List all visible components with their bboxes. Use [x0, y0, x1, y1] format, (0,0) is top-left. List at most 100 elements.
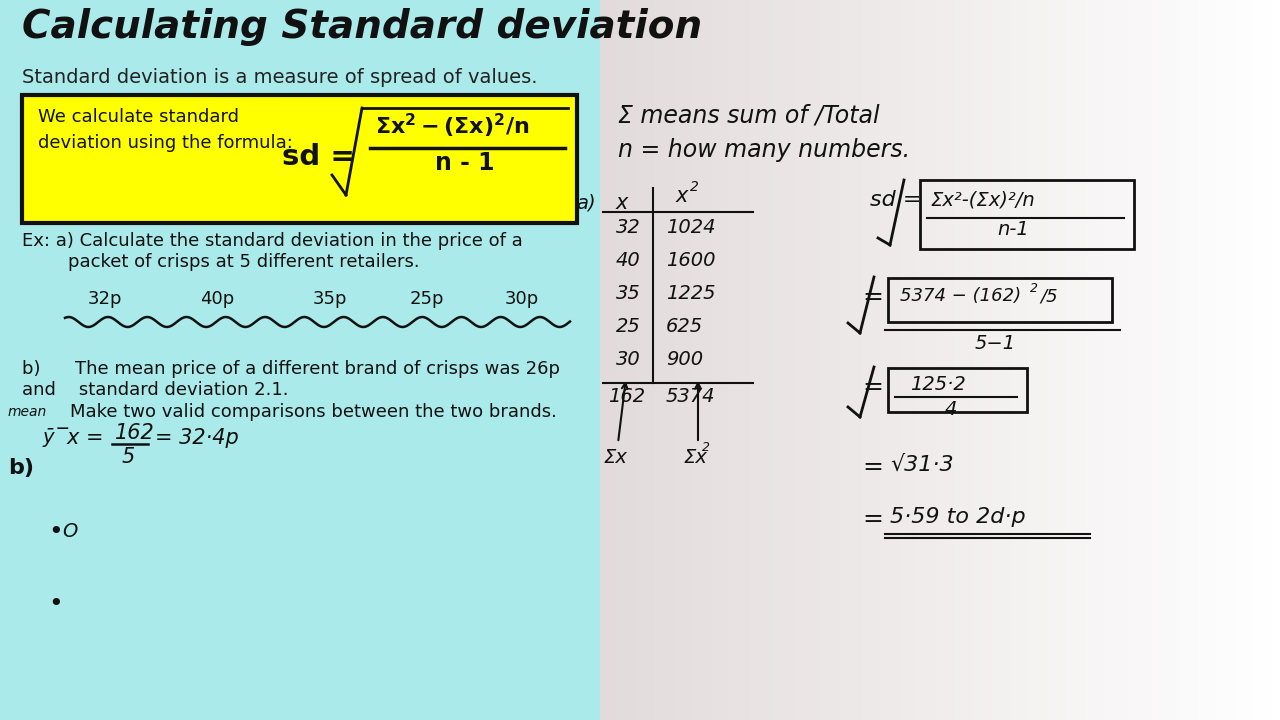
Polygon shape: [787, 0, 791, 720]
Text: x: x: [616, 193, 628, 213]
Text: b): b): [8, 458, 35, 478]
Polygon shape: [1073, 0, 1076, 720]
Text: a): a): [576, 193, 595, 212]
Polygon shape: [1274, 0, 1277, 720]
Polygon shape: [814, 0, 819, 720]
Text: n - 1: n - 1: [435, 151, 494, 175]
Text: 35: 35: [616, 284, 641, 303]
Text: 1225: 1225: [666, 284, 716, 303]
Polygon shape: [1253, 0, 1257, 720]
Polygon shape: [716, 0, 719, 720]
Polygon shape: [978, 0, 982, 720]
Polygon shape: [600, 0, 604, 720]
Polygon shape: [1144, 0, 1148, 720]
Text: mean: mean: [8, 405, 47, 419]
Polygon shape: [1011, 0, 1016, 720]
Polygon shape: [1103, 0, 1107, 720]
Polygon shape: [1147, 0, 1152, 720]
Polygon shape: [890, 0, 893, 720]
Text: n = how many numbers.: n = how many numbers.: [618, 138, 910, 162]
Polygon shape: [672, 0, 676, 720]
Polygon shape: [869, 0, 873, 720]
Text: •: •: [49, 592, 63, 616]
Polygon shape: [1059, 0, 1064, 720]
Polygon shape: [909, 0, 914, 720]
Polygon shape: [916, 0, 920, 720]
Polygon shape: [627, 0, 631, 720]
Polygon shape: [950, 0, 955, 720]
Polygon shape: [664, 0, 669, 720]
Polygon shape: [1178, 0, 1183, 720]
Polygon shape: [1134, 0, 1138, 720]
Polygon shape: [701, 0, 707, 720]
Text: 5·59 to 2d·p: 5·59 to 2d·p: [890, 507, 1025, 527]
Polygon shape: [892, 0, 897, 720]
Polygon shape: [855, 0, 859, 720]
Text: ȳ: ȳ: [42, 428, 54, 447]
Polygon shape: [662, 0, 666, 720]
Polygon shape: [1208, 0, 1213, 720]
Polygon shape: [794, 0, 799, 720]
Polygon shape: [1097, 0, 1101, 720]
Polygon shape: [947, 0, 951, 720]
Polygon shape: [621, 0, 625, 720]
Polygon shape: [835, 0, 838, 720]
Polygon shape: [1009, 0, 1012, 720]
Polygon shape: [767, 0, 771, 720]
Polygon shape: [730, 0, 733, 720]
Text: b)      The mean price of a different brand of crisps was 26p: b) The mean price of a different brand o…: [22, 360, 561, 378]
Text: 2: 2: [701, 441, 710, 454]
Polygon shape: [902, 0, 908, 720]
Polygon shape: [1167, 0, 1172, 720]
Polygon shape: [777, 0, 781, 720]
Polygon shape: [1124, 0, 1128, 720]
Polygon shape: [882, 0, 887, 720]
Text: packet of crisps at 5 different retailers.: packet of crisps at 5 different retailer…: [22, 253, 420, 271]
Polygon shape: [1140, 0, 1146, 720]
Polygon shape: [1188, 0, 1193, 720]
Polygon shape: [1107, 0, 1111, 720]
Polygon shape: [631, 0, 635, 720]
Polygon shape: [906, 0, 910, 720]
Polygon shape: [1235, 0, 1240, 720]
Polygon shape: [933, 0, 937, 720]
Polygon shape: [1066, 0, 1070, 720]
Polygon shape: [613, 0, 618, 720]
Text: Calculating Standard deviation: Calculating Standard deviation: [22, 8, 703, 46]
Polygon shape: [732, 0, 737, 720]
Polygon shape: [1110, 0, 1115, 720]
Text: 40: 40: [616, 251, 641, 270]
Polygon shape: [1015, 0, 1019, 720]
Polygon shape: [1212, 0, 1216, 720]
Text: 2: 2: [1030, 282, 1038, 295]
Polygon shape: [1083, 0, 1087, 720]
Polygon shape: [603, 0, 608, 720]
Polygon shape: [1120, 0, 1125, 720]
Polygon shape: [820, 0, 826, 720]
Text: 900: 900: [666, 350, 703, 369]
Polygon shape: [644, 0, 649, 720]
Text: 35p: 35p: [314, 290, 347, 308]
Polygon shape: [699, 0, 703, 720]
Polygon shape: [845, 0, 849, 720]
Polygon shape: [1202, 0, 1206, 720]
Text: 4: 4: [945, 400, 957, 419]
Polygon shape: [719, 0, 723, 720]
Polygon shape: [611, 0, 614, 720]
Polygon shape: [998, 0, 1002, 720]
Polygon shape: [1130, 0, 1135, 720]
Polygon shape: [1233, 0, 1236, 720]
Polygon shape: [654, 0, 659, 720]
Text: 5374 − (162): 5374 − (162): [900, 287, 1021, 305]
Polygon shape: [876, 0, 879, 720]
Polygon shape: [851, 0, 856, 720]
Polygon shape: [954, 0, 957, 720]
Polygon shape: [831, 0, 836, 720]
Polygon shape: [652, 0, 655, 720]
Polygon shape: [1181, 0, 1185, 720]
Polygon shape: [995, 0, 998, 720]
Text: ̅x =: ̅x =: [68, 428, 105, 448]
Text: 2: 2: [690, 180, 699, 194]
Polygon shape: [937, 0, 941, 720]
Polygon shape: [1069, 0, 1074, 720]
